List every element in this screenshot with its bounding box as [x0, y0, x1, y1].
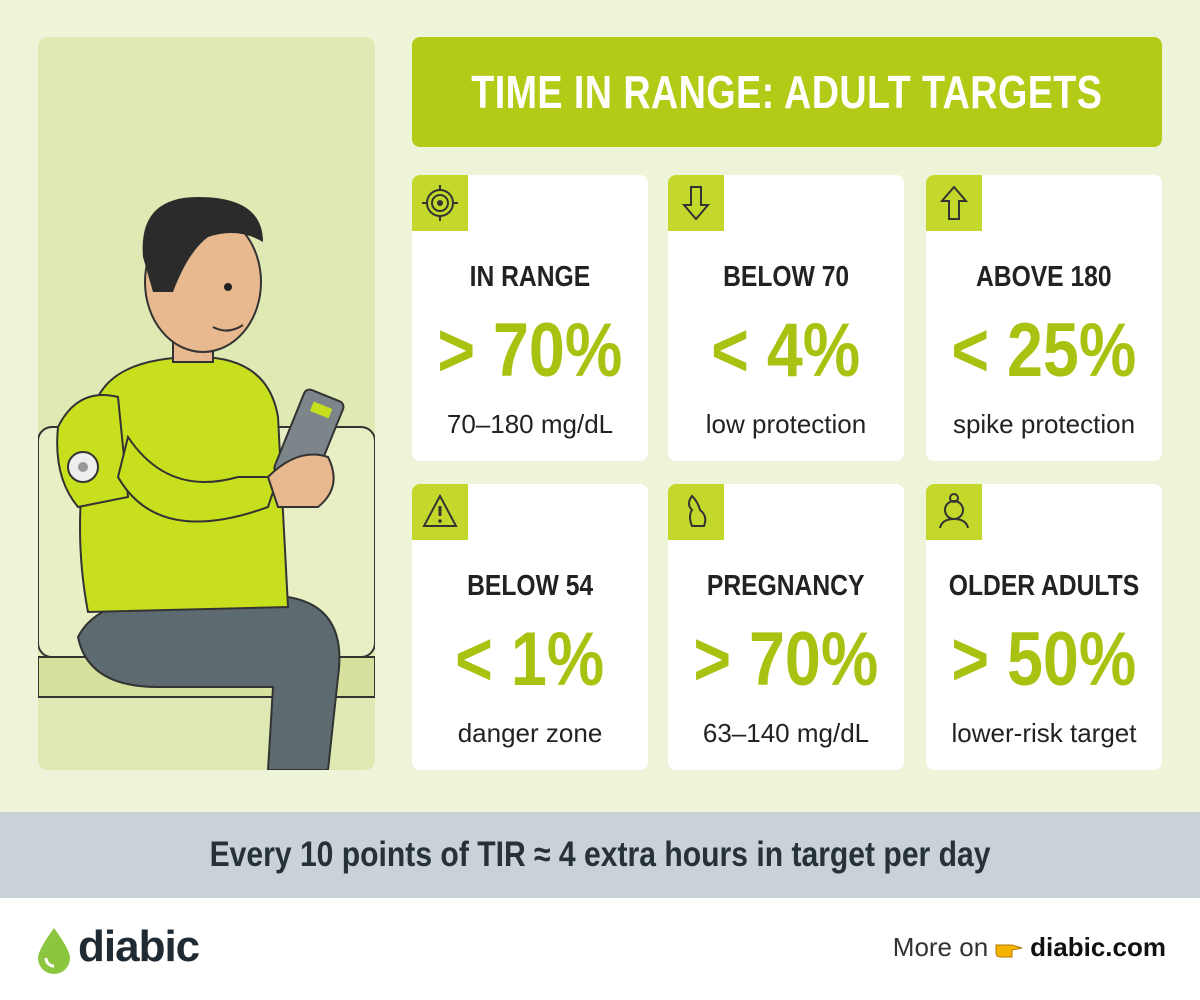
card-note: lower-risk target — [951, 718, 1137, 748]
card: IN RANGE > 70% 70–180 mg/dL — [412, 175, 648, 461]
card-value: > 50% — [951, 617, 1137, 702]
card-label-row: PREGNANCY — [668, 570, 904, 603]
link-text[interactable]: diabic.com — [1030, 932, 1166, 962]
card-icon — [412, 175, 468, 231]
card: BELOW 54 < 1% danger zone — [412, 484, 648, 770]
card-icon — [668, 175, 724, 231]
card-note: spike protection — [952, 409, 1136, 439]
icon — [939, 185, 969, 220]
card-value-row: < 25% — [926, 313, 1162, 389]
card-note: 63–140 mg/dL — [702, 718, 870, 748]
card-label-row: OLDER ADULTS — [926, 570, 1162, 603]
icon — [422, 185, 458, 221]
card-value-row: < 1% — [412, 622, 648, 698]
card-value: > 70% — [437, 308, 623, 393]
card-value-row: < 4% — [668, 313, 904, 389]
card-label: PREGNANCY — [707, 570, 865, 602]
brand-logo — [38, 928, 70, 974]
card-label-row: ABOVE 180 — [926, 261, 1162, 294]
card: ABOVE 180 < 25% spike protection — [926, 175, 1162, 461]
card-value-row: > 50% — [926, 622, 1162, 698]
card: PREGNANCY > 70% 63–140 mg/dL — [668, 484, 904, 770]
banner: Every 10 points of TIR ≈ 4 extra hours i… — [0, 812, 1200, 898]
card-value: < 25% — [951, 308, 1137, 393]
title: TIME IN RANGE: ADULT TARGETS — [471, 66, 1103, 118]
card-value-row: > 70% — [668, 622, 904, 698]
card-value: < 1% — [455, 617, 605, 702]
card-value: > 70% — [693, 617, 879, 702]
hand-icon — [995, 944, 1023, 957]
brand: diabic — [78, 922, 200, 971]
card-label: OLDER ADULTS — [948, 570, 1140, 602]
card-value: < 4% — [711, 308, 861, 393]
icon — [939, 493, 969, 529]
card-note: danger zone — [457, 718, 603, 748]
icon — [688, 494, 707, 527]
card-note: low protection — [705, 409, 867, 439]
card-icon — [412, 484, 468, 540]
card-label-row: BELOW 70 — [668, 261, 904, 294]
card-label: BELOW 54 — [466, 570, 594, 602]
card-label: ABOVE 180 — [976, 261, 1112, 293]
more-link: More on diabic.com — [893, 932, 1166, 963]
card-label: IN RANGE — [469, 261, 591, 293]
title-bar: TIME IN RANGE: ADULT TARGETS — [412, 37, 1162, 147]
card: OLDER ADULTS > 50% lower-risk target — [926, 484, 1162, 770]
icon — [422, 493, 458, 527]
card-label: BELOW 70 — [722, 261, 850, 293]
more-text: More on — [892, 932, 989, 962]
card-label-row: IN RANGE — [412, 261, 648, 294]
person-illustration — [38, 197, 375, 770]
card-note: 70–180 mg/dL — [446, 409, 614, 439]
banner-text: Every 10 points of TIR ≈ 4 extra hours i… — [209, 835, 991, 874]
card-label-row: BELOW 54 — [412, 570, 648, 603]
card-icon — [926, 484, 982, 540]
illustration — [38, 37, 375, 770]
card-icon — [668, 484, 724, 540]
card: BELOW 70 < 4% low protection — [668, 175, 904, 461]
card-icon — [926, 175, 982, 231]
card-value-row: > 70% — [412, 313, 648, 389]
icon — [681, 186, 711, 221]
